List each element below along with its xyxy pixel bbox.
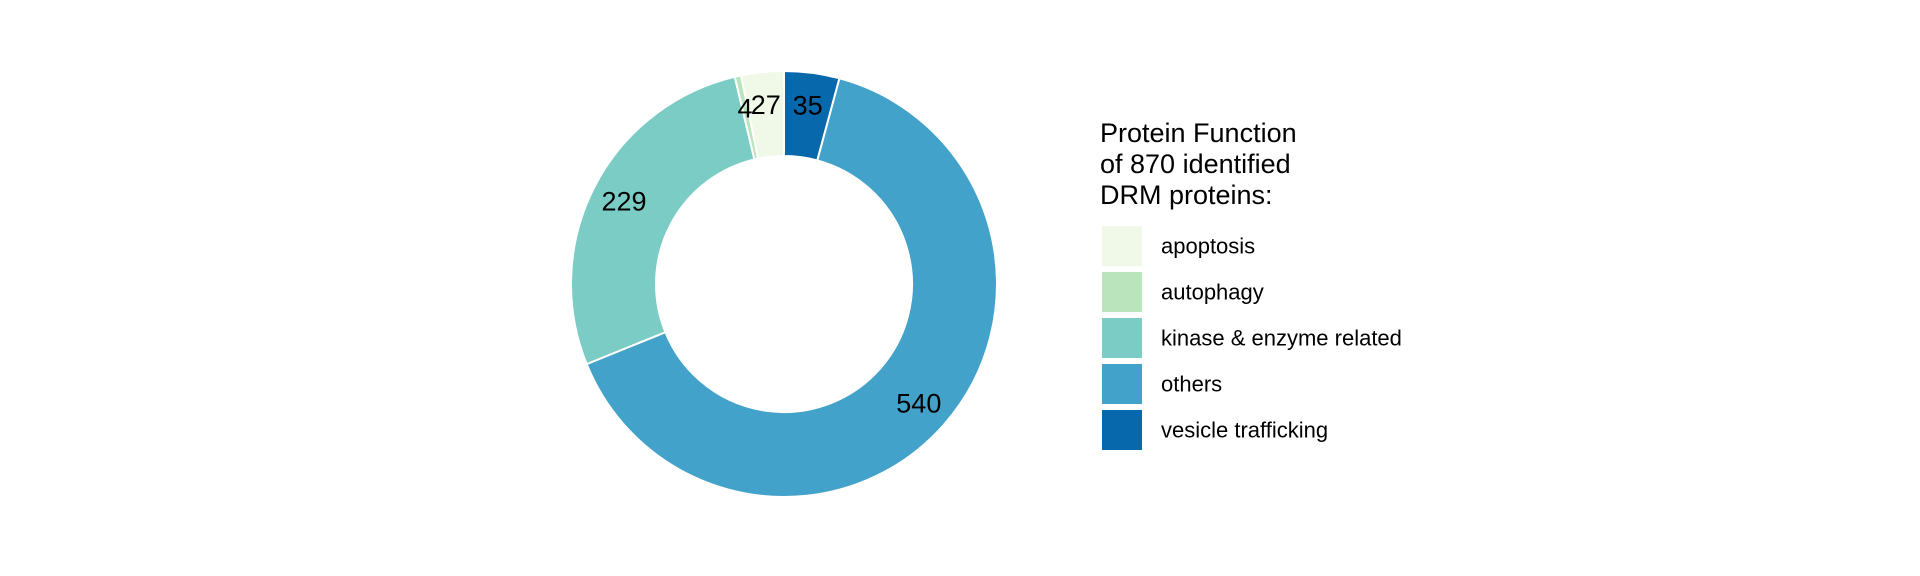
- legend: Protein Function of 870 identified DRM p…: [1100, 118, 1402, 450]
- legend-key-others: [1102, 364, 1142, 404]
- legend-key-apoptosis: [1102, 226, 1142, 266]
- donut-slices: [570, 69, 998, 498]
- slice-label-vesicle-trafficking: 35: [793, 91, 823, 121]
- legend-title-line-2: of 870 identified: [1100, 149, 1291, 179]
- slice-kinase-enzyme-related: [570, 75, 756, 366]
- legend-label-autophagy: autophagy: [1161, 280, 1264, 305]
- legend-key-autophagy: [1102, 272, 1142, 312]
- slice-others: [585, 77, 998, 498]
- legend-label-others: others: [1161, 372, 1222, 397]
- legend-label-apoptosis: apoptosis: [1161, 234, 1255, 259]
- legend-title-line-3: DRM proteins:: [1100, 180, 1273, 210]
- legend-title-line-1: Protein Function: [1100, 118, 1297, 148]
- slice-labels: 35 540 229 427: [601, 90, 941, 418]
- legend-label-kinase-enzyme-related: kinase & enzyme related: [1161, 326, 1402, 351]
- slice-label-kinase-enzyme-related: 229: [601, 187, 646, 217]
- slice-label-apoptosis: 27: [751, 90, 781, 120]
- slice-apoptosis: [739, 69, 785, 160]
- legend-items: apoptosis autophagy kinase & enzyme relate…: [1102, 226, 1402, 450]
- slice-label-others: 540: [896, 388, 941, 418]
- legend-label-vesicle-trafficking: vesicle trafficking: [1161, 418, 1328, 443]
- legend-key-kinase-enzyme-related: [1102, 318, 1142, 358]
- legend-key-vesicle-trafficking: [1102, 410, 1142, 450]
- slice-label-autophagy: 4: [738, 93, 753, 123]
